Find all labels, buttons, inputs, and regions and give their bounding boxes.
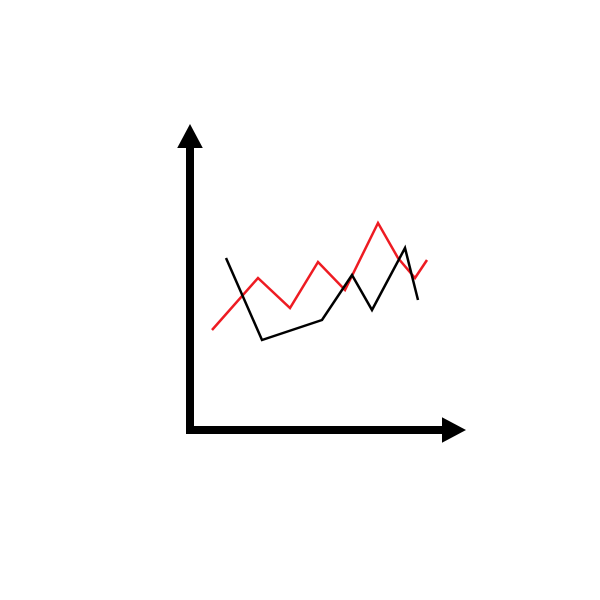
y-axis [186, 140, 194, 434]
x-axis [186, 426, 450, 434]
line-chart-icon [0, 0, 600, 600]
chart-svg [0, 0, 600, 600]
